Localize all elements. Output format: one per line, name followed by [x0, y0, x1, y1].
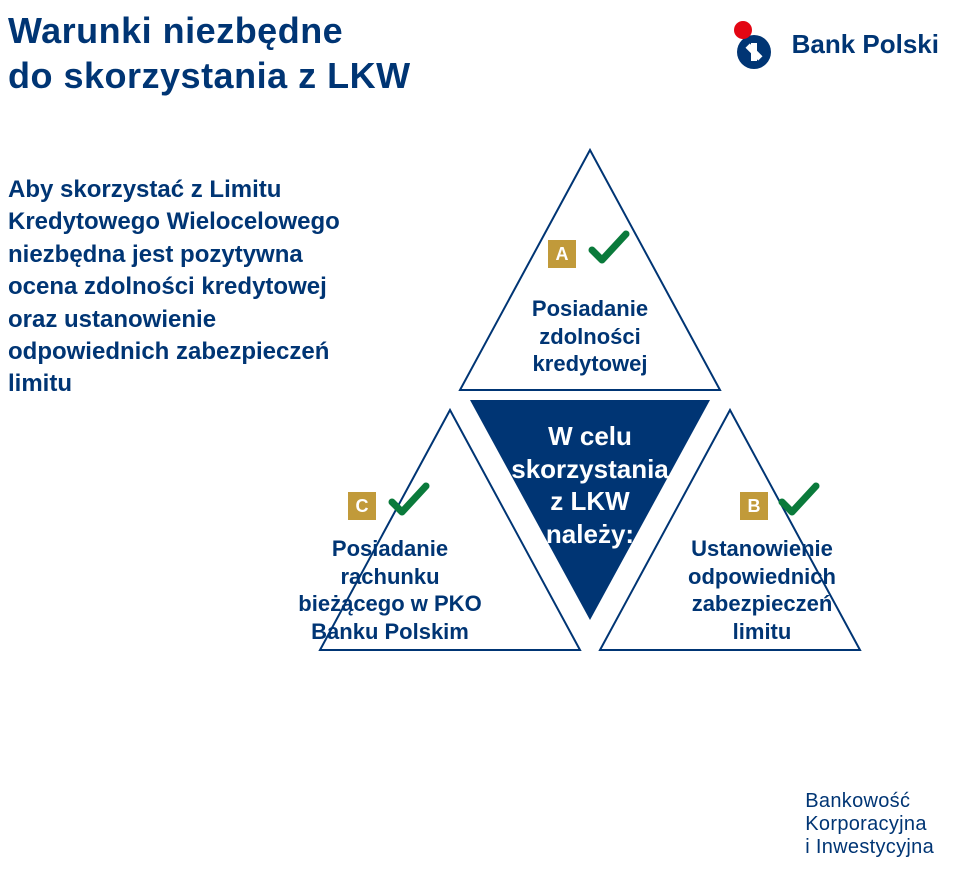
center-line-1: W celu — [480, 420, 700, 453]
node-a-text: Posiadanie zdolności kredytowej — [500, 295, 680, 378]
footer-line-3: i Inwestycyjna — [805, 836, 934, 859]
center-line-3: z LKW — [480, 485, 700, 518]
node-b-line-3: zabezpieczeń — [662, 590, 862, 618]
node-a-line-3: kredytowej — [500, 350, 680, 378]
badge-c: C — [348, 492, 376, 520]
badge-a: A — [548, 240, 576, 268]
title-line-2: do skorzystania z LKW — [8, 53, 411, 98]
triangle-diagram: A Posiadanie zdolności kredytowej C Posi… — [280, 140, 900, 700]
check-icon — [388, 480, 430, 522]
pko-logo-icon — [728, 18, 780, 70]
node-c-line-4: Banku Polskim — [280, 618, 500, 646]
node-c-line-1: Posiadanie — [280, 535, 500, 563]
footer-line-2: Korporacyjna — [805, 813, 934, 836]
badge-c-label: C — [356, 496, 369, 517]
brand-logo-text: Bank Polski — [792, 29, 939, 60]
node-b-text: Ustanowienie odpowiednich zabezpieczeń l… — [662, 535, 862, 645]
title-line-1: Warunki niezbędne — [8, 8, 411, 53]
node-c-line-2: rachunku — [280, 563, 500, 591]
node-a-line-2: zdolności — [500, 323, 680, 351]
badge-b-label: B — [748, 496, 761, 517]
center-text: W celu skorzystania z LKW należy: — [480, 420, 700, 550]
check-icon — [778, 480, 820, 522]
badge-b: B — [740, 492, 768, 520]
page-title: Warunki niezbędne do skorzystania z LKW — [8, 8, 411, 98]
node-b-line-4: limitu — [662, 618, 862, 646]
node-c-line-3: bieżącego w PKO — [280, 590, 500, 618]
center-line-2: skorzystania — [480, 453, 700, 486]
check-icon — [588, 228, 630, 270]
footer-line-1: Bankowość — [805, 790, 934, 813]
node-c-text: Posiadanie rachunku bieżącego w PKO Bank… — [280, 535, 500, 645]
footer-brand: Bankowość Korporacyjna i Inwestycyjna — [805, 790, 934, 859]
center-line-4: należy: — [480, 518, 700, 551]
node-a-line-1: Posiadanie — [500, 295, 680, 323]
badge-a-label: A — [556, 244, 569, 265]
node-b-line-2: odpowiednich — [662, 563, 862, 591]
brand-logo: Bank Polski — [728, 18, 939, 70]
